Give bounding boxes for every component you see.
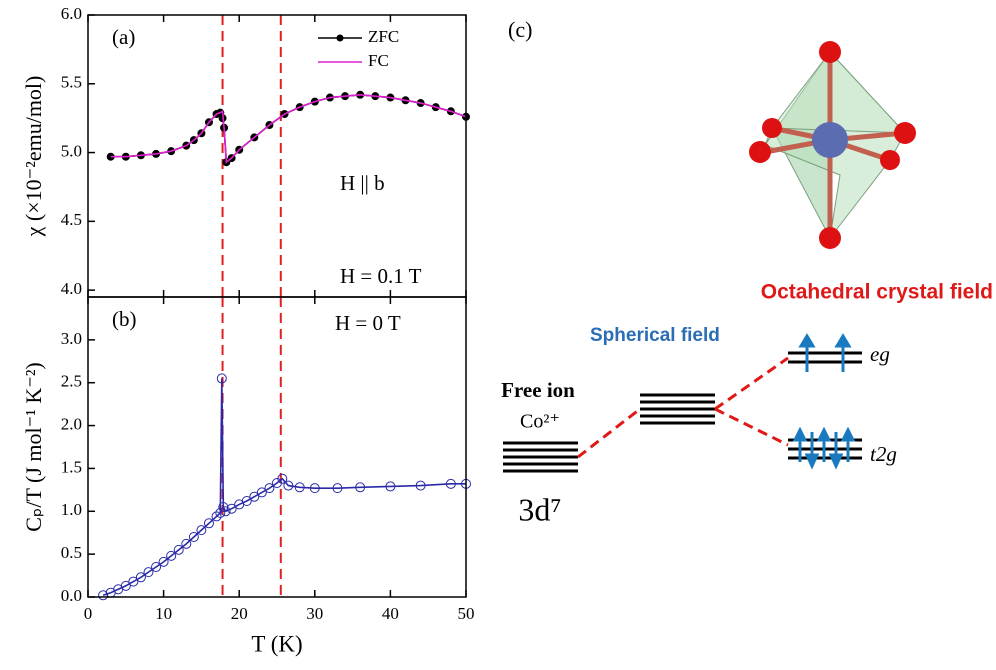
- y-axis-label: Cₚ/T (J mol⁻¹ K⁻²): [21, 362, 46, 532]
- y-tick-label: 4.0: [61, 279, 82, 298]
- eg-label: eg: [870, 342, 890, 366]
- config-label: 3d⁷: [518, 491, 561, 527]
- x-tick-label: 10: [155, 604, 172, 623]
- y-tick-label: 4.5: [61, 210, 82, 229]
- y-tick-label: 5.0: [61, 141, 82, 160]
- legend-label: FC: [368, 51, 389, 70]
- x-tick-label: 20: [231, 604, 248, 623]
- t2g-label: t2g: [870, 442, 897, 466]
- y-tick-label: 3.0: [61, 329, 82, 348]
- y-tick-label: 2.0: [61, 414, 82, 433]
- ion-label: Co²⁺: [520, 411, 560, 433]
- y-tick-label: 0.5: [61, 543, 82, 562]
- x-tick-label: 30: [306, 604, 323, 623]
- x-tick-label: 50: [458, 604, 475, 623]
- spherical-label: Spherical field: [590, 325, 720, 346]
- panel-label: (a): [112, 25, 135, 49]
- legend-marker: [337, 35, 344, 42]
- x-axis-label: T (K): [251, 631, 302, 656]
- x-tick-label: 0: [84, 604, 93, 623]
- diagram-title: Octahedral crystal field: [761, 281, 993, 304]
- y-tick-label: 6.0: [61, 4, 82, 23]
- series-line: [111, 95, 466, 162]
- annotation: H = 0 T: [335, 311, 401, 335]
- y-tick-label: 1.0: [61, 500, 82, 519]
- octahedron: [749, 41, 916, 249]
- y-tick-label: 2.5: [61, 372, 82, 391]
- y-tick-label: 5.5: [61, 73, 82, 92]
- y-axis-label: χ (×10⁻²emu/mol): [21, 76, 46, 238]
- spin-arrows: [795, 336, 853, 466]
- free-ion-label: Free ion: [501, 378, 575, 402]
- plot-frame: [88, 297, 466, 597]
- legend-label: ZFC: [368, 27, 399, 46]
- figure: (c) Octahedral crystal field Spherical f…: [0, 0, 996, 665]
- annotation: H = 0.1 T: [340, 264, 422, 288]
- panel-label: (b): [112, 307, 137, 331]
- panel-label: (c): [508, 17, 532, 42]
- annotation: H || b: [340, 171, 385, 195]
- y-tick-label: 0.0: [61, 586, 82, 605]
- x-tick-label: 40: [382, 604, 399, 623]
- y-tick-label: 1.5: [61, 457, 82, 476]
